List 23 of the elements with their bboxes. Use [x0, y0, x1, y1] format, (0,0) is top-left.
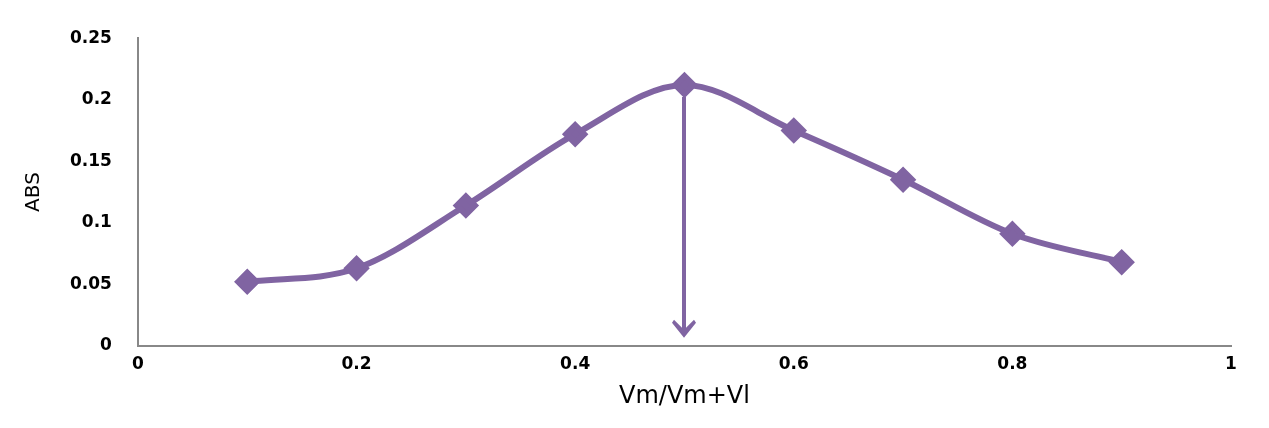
- point: [891, 167, 916, 192]
- point: [563, 122, 588, 147]
- point: [453, 193, 478, 218]
- y-tick-label: 0.15: [69, 149, 112, 170]
- x-tick-label: 0.6: [778, 353, 809, 374]
- y-tick-label: 0.25: [69, 26, 112, 47]
- point: [235, 269, 260, 294]
- x-tick-label: 0.8: [997, 353, 1028, 374]
- y-tick-label: 0: [100, 334, 113, 355]
- x-axis-title: Vm/Vm+Vl: [619, 380, 750, 409]
- point: [1000, 221, 1025, 246]
- point: [344, 256, 369, 281]
- x-tick-label: 0: [132, 353, 145, 374]
- x-tick-label: 1: [1225, 353, 1237, 374]
- x-tick-label: 0.4: [560, 353, 591, 374]
- y-tick-label: 0.2: [81, 88, 112, 109]
- x-tick-label: 0.2: [341, 353, 372, 374]
- point: [781, 118, 806, 143]
- y-tick-label: 0.05: [69, 272, 112, 293]
- y-tick-label: 0.1: [81, 211, 112, 232]
- point: [1109, 250, 1134, 275]
- y-axis-title: ABS: [20, 172, 45, 212]
- point: [672, 72, 697, 97]
